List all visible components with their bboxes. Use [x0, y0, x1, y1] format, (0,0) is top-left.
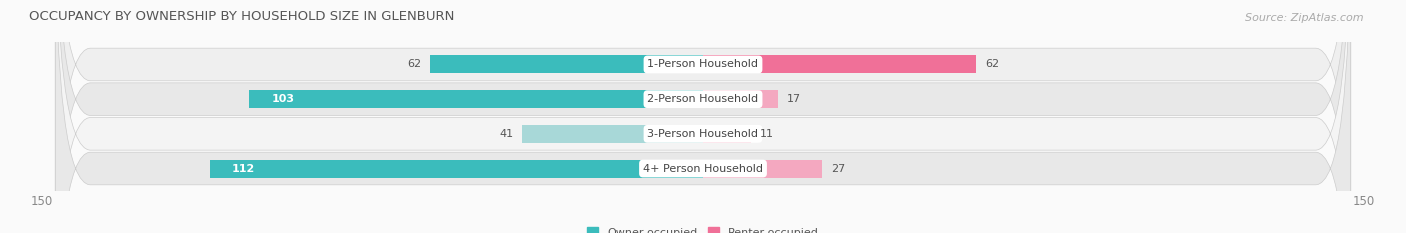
FancyBboxPatch shape: [55, 0, 1351, 233]
Legend: Owner-occupied, Renter-occupied: Owner-occupied, Renter-occupied: [582, 223, 824, 233]
Text: Source: ZipAtlas.com: Source: ZipAtlas.com: [1246, 13, 1364, 23]
FancyBboxPatch shape: [55, 0, 1351, 233]
Text: 62: 62: [406, 59, 420, 69]
Text: 17: 17: [787, 94, 801, 104]
Text: 3-Person Household: 3-Person Household: [648, 129, 758, 139]
Text: OCCUPANCY BY OWNERSHIP BY HOUSEHOLD SIZE IN GLENBURN: OCCUPANCY BY OWNERSHIP BY HOUSEHOLD SIZE…: [30, 10, 454, 23]
Bar: [523, 125, 703, 143]
Text: 112: 112: [232, 164, 254, 174]
Bar: [249, 90, 703, 108]
Text: 1-Person Household: 1-Person Household: [648, 59, 758, 69]
Text: 11: 11: [761, 129, 775, 139]
Bar: [209, 160, 703, 178]
Bar: [703, 90, 778, 108]
Text: 27: 27: [831, 164, 845, 174]
Text: 4+ Person Household: 4+ Person Household: [643, 164, 763, 174]
Text: 103: 103: [271, 94, 294, 104]
Text: 2-Person Household: 2-Person Household: [647, 94, 759, 104]
Bar: [703, 55, 976, 73]
FancyBboxPatch shape: [55, 0, 1351, 233]
Bar: [430, 55, 703, 73]
Bar: [703, 125, 751, 143]
Bar: [703, 160, 823, 178]
Text: 41: 41: [499, 129, 513, 139]
FancyBboxPatch shape: [55, 0, 1351, 233]
Text: 62: 62: [986, 59, 1000, 69]
